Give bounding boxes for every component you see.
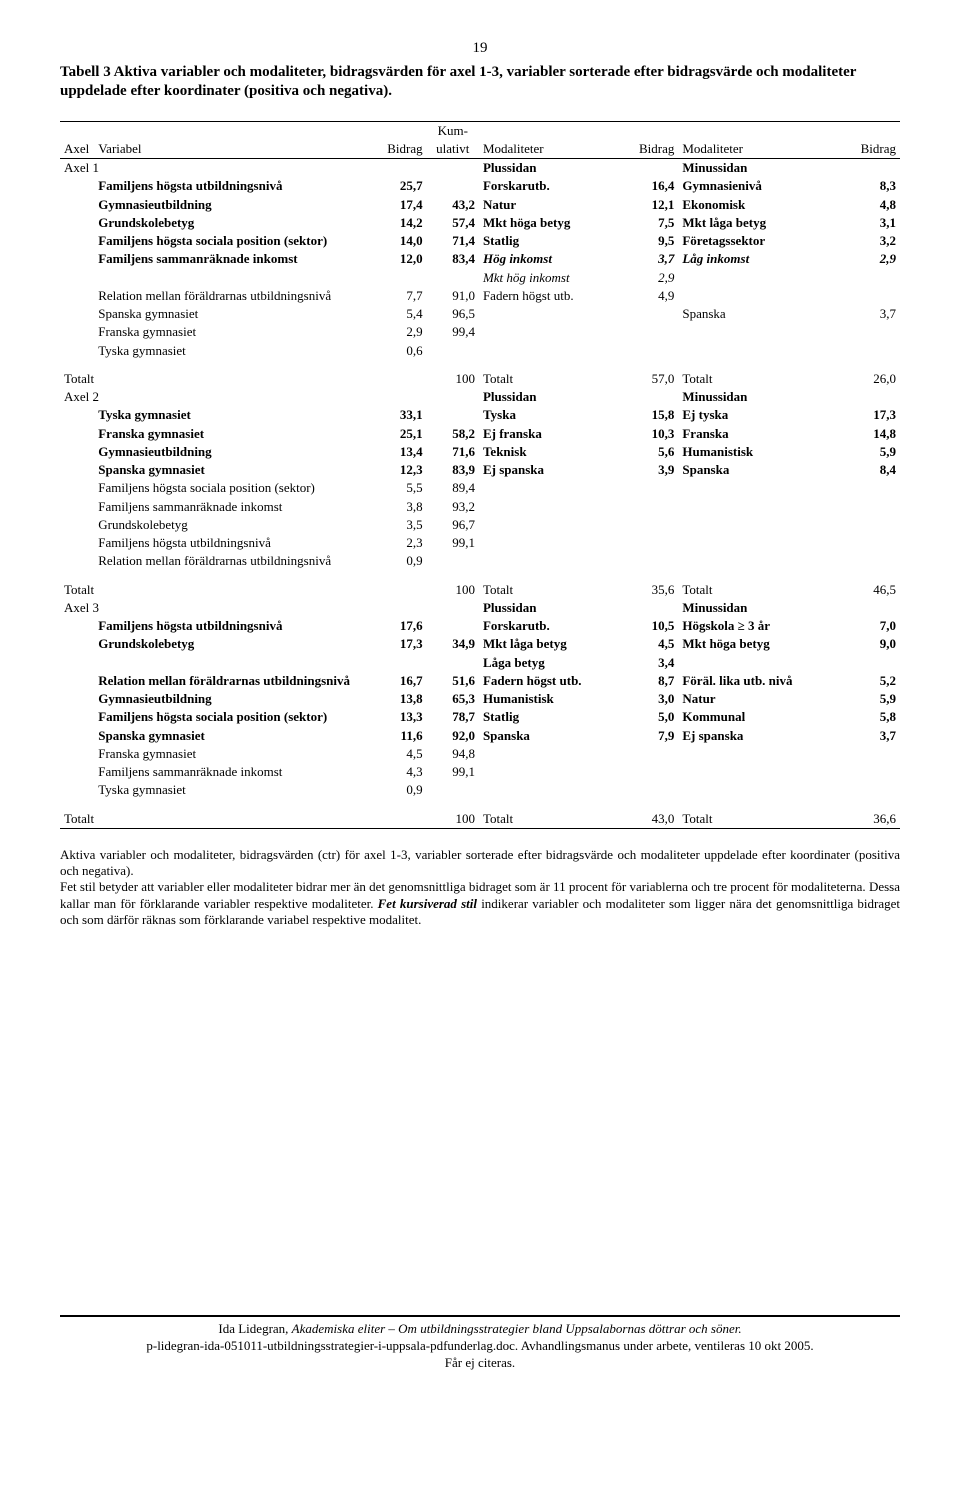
table-caption: Tabell 3 Aktiva variabler och modalitete… <box>60 63 900 101</box>
footer-restrict: Får ej citeras. <box>60 1355 900 1372</box>
footer-file: p-lidegran-ida-051011-utbildningsstrateg… <box>60 1338 900 1355</box>
footer-title: Akademiska eliter – Om utbildningsstrate… <box>292 1321 742 1336</box>
page-number: 19 <box>60 40 900 57</box>
notes-p2: Fet stil betyder att variabler eller mod… <box>60 879 900 928</box>
footer-author: Ida Lidegran, <box>218 1321 291 1336</box>
footer: Ida Lidegran, Akademiska eliter – Om utb… <box>60 1315 900 1372</box>
notes-p1: Aktiva variabler och modaliteter, bidrag… <box>60 847 900 880</box>
notes: Aktiva variabler och modaliteter, bidrag… <box>60 847 900 928</box>
table-axel: Kum-AxelVariabelBidragulativtModaliteter… <box>60 121 900 829</box>
